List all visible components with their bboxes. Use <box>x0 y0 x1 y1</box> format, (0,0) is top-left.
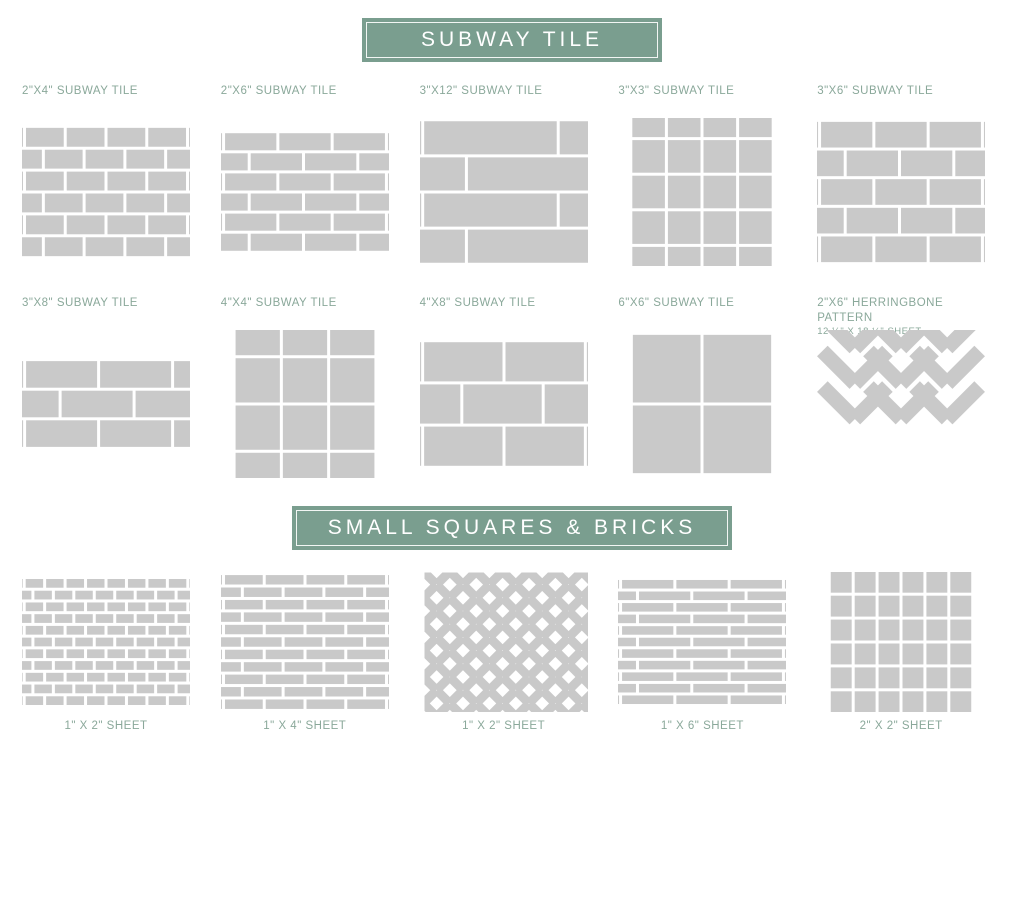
tile-label: 3"X3" SUBWAY TILE <box>618 84 803 112</box>
tile-swatch: 1" X 2" SHEET <box>420 572 605 732</box>
tile-swatch: 2" X 2" SHEET <box>817 572 1002 732</box>
bricks-grid: 1" X 2" SHEET 1" X 4" SHEET 1" X 2" SHEET 1… <box>22 572 1002 732</box>
tile-label: 3"X12" SUBWAY TILE <box>420 84 605 112</box>
tile-pattern-thumb <box>221 118 389 266</box>
tile-swatch: 4"X4" SUBWAY TILE <box>221 296 406 478</box>
tile-swatch: 3"X8" SUBWAY TILE <box>22 296 207 478</box>
tile-pattern-thumb <box>22 330 190 478</box>
tile-pattern-thumb <box>221 572 389 712</box>
tile-label: 6"X6" SUBWAY TILE <box>618 296 803 324</box>
tile-pattern-thumb <box>817 572 985 712</box>
tile-pattern-thumb <box>817 118 985 266</box>
tile-pattern-thumb <box>817 330 985 478</box>
tile-label: 3"X6" SUBWAY TILE <box>817 84 1002 112</box>
tile-pattern-thumb <box>618 118 786 266</box>
tile-swatch: 3"X6" SUBWAY TILE <box>817 84 1002 266</box>
tile-label: 1" X 2" SHEET <box>22 720 190 732</box>
tile-label: 3"X8" SUBWAY TILE <box>22 296 207 324</box>
tile-swatch: 3"X12" SUBWAY TILE <box>420 84 605 266</box>
tile-pattern-thumb <box>22 572 190 712</box>
tile-label: 4"X8" SUBWAY TILE <box>420 296 605 324</box>
tile-swatch: 4"X8" SUBWAY TILE <box>420 296 605 478</box>
tile-swatch: 2"X6" SUBWAY TILE <box>221 84 406 266</box>
tile-swatch: 1" X 4" SHEET <box>221 572 406 732</box>
tile-swatch: 1" X 2" SHEET <box>22 572 207 732</box>
section-title-subway: SUBWAY TILE <box>362 18 662 62</box>
tile-pattern-thumb <box>618 330 786 478</box>
tile-label: 2"X4" SUBWAY TILE <box>22 84 207 112</box>
tile-label: 1" X 4" SHEET <box>221 720 389 732</box>
tile-swatch: 2"X6" HERRINGBONE PATTERN12 ½" X 18 ¼" S… <box>817 296 1002 478</box>
tile-swatch: 1" X 6" SHEET <box>618 572 803 732</box>
tile-pattern-thumb <box>420 118 588 266</box>
tile-swatch: 2"X4" SUBWAY TILE <box>22 84 207 266</box>
tile-pattern-thumb <box>221 330 389 478</box>
tile-label: 2"X6" HERRINGBONE PATTERN12 ½" X 18 ¼" S… <box>817 296 1002 324</box>
tile-pattern-thumb <box>618 572 786 712</box>
tile-label: 2"X6" SUBWAY TILE <box>221 84 406 112</box>
tile-pattern-thumb <box>420 572 588 712</box>
tile-label: 4"X4" SUBWAY TILE <box>221 296 406 324</box>
tile-swatch: 6"X6" SUBWAY TILE <box>618 296 803 478</box>
tile-label: 2" X 2" SHEET <box>817 720 985 732</box>
tile-swatch: 3"X3" SUBWAY TILE <box>618 84 803 266</box>
section-title-bricks: SMALL SQUARES & BRICKS <box>292 506 732 550</box>
tile-pattern-thumb <box>22 118 190 266</box>
tile-label: 1" X 2" SHEET <box>420 720 588 732</box>
tile-pattern-thumb <box>420 330 588 478</box>
subway-grid: 2"X4" SUBWAY TILE 2"X6" SUBWAY TILE 3"X12"… <box>22 84 1002 478</box>
tile-label: 1" X 6" SHEET <box>618 720 786 732</box>
